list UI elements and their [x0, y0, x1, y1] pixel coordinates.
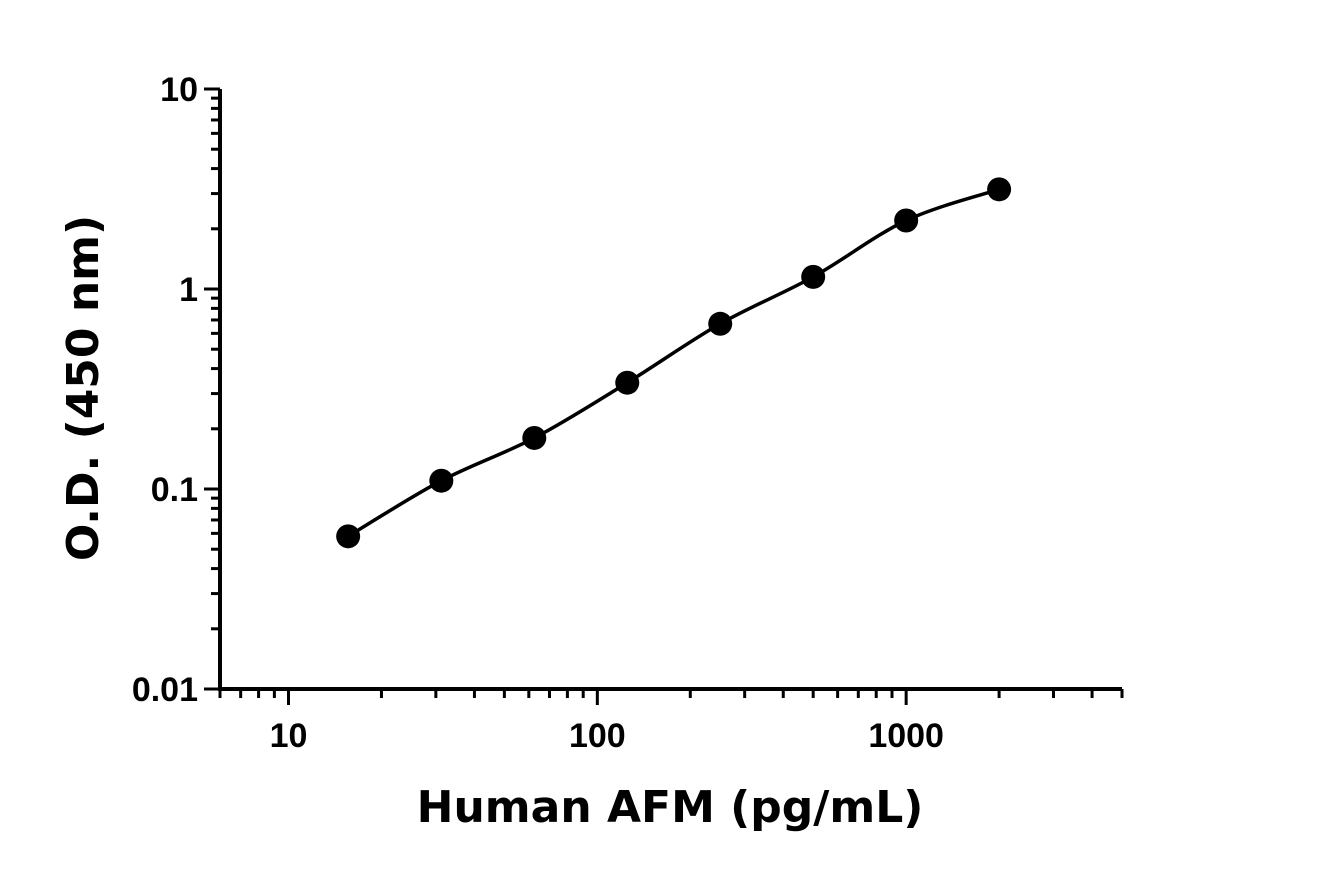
x-axis-title: Human AFM (pg/mL) [417, 782, 924, 833]
y-axis: 0.01 0.1 1 10 [132, 71, 222, 709]
data-point [987, 177, 1012, 202]
y-tick-label: 1 [179, 271, 198, 309]
x-tick-label: 10 [270, 717, 308, 755]
x-axis: 10 100 1000 [218, 687, 1124, 755]
x-tick-label: 100 [569, 717, 626, 755]
y-tick-label: 0.1 [151, 471, 198, 509]
y-tick-label: 0.01 [132, 671, 198, 709]
y-axis-title: O.D. (450 nm) [58, 215, 109, 561]
data-point [708, 311, 733, 336]
data-point [801, 264, 826, 289]
plot-area [336, 177, 1012, 549]
data-point [429, 468, 454, 493]
y-tick-label: 10 [160, 71, 198, 109]
data-point [336, 524, 361, 549]
x-tick-label: 1000 [868, 717, 944, 755]
data-point [615, 370, 640, 395]
data-point [894, 208, 919, 233]
data-point [522, 425, 547, 450]
